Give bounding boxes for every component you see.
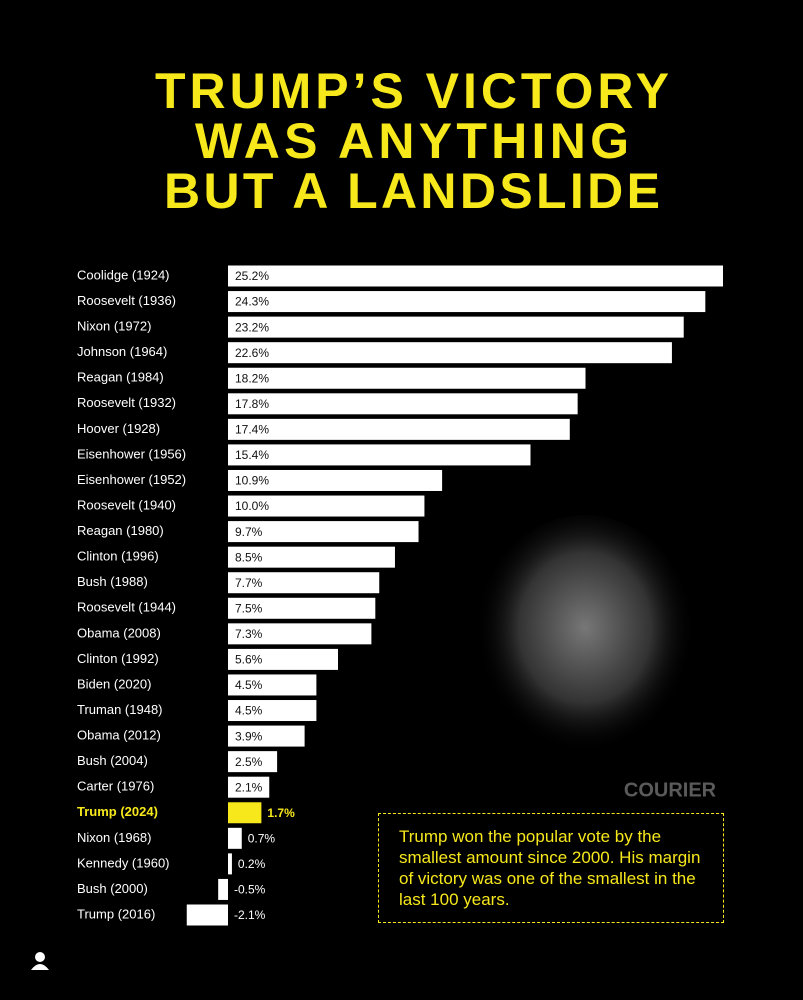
bar [228,521,419,543]
bar [186,904,228,926]
category-label: Trump (2024) [77,804,158,819]
bar [228,623,372,645]
value-label: 0.2% [238,857,266,871]
bar [228,802,262,824]
value-label: -0.5% [234,883,266,897]
bar [228,546,395,568]
category-label: Reagan (1984) [77,370,164,385]
value-label: 2.1% [235,780,263,794]
bar [228,648,338,670]
bar [228,393,578,415]
value-label: -2.1% [234,908,266,922]
category-label: Eisenhower (1956) [77,446,186,461]
category-label: Trump (2016) [77,906,155,921]
category-label: Biden (2020) [77,676,151,691]
title-line: WAS ANYTHING [195,113,627,169]
value-label: 25.2% [235,269,269,283]
brand: COURIER [624,779,717,801]
user-icon[interactable] [31,952,49,970]
category-label: Kennedy (1960) [77,855,170,870]
bar [228,572,380,594]
category-label: Roosevelt (1944) [77,600,176,615]
value-label: 22.6% [235,346,269,360]
bar [228,444,531,466]
bar [228,725,305,747]
category-label: Clinton (1992) [77,651,159,666]
value-label: 17.8% [235,397,269,411]
value-label: 4.5% [235,704,263,718]
value-label: 10.0% [235,499,269,513]
value-label: 1.7% [267,806,295,820]
value-label: 10.9% [235,474,269,488]
title-line: BUT A LANDSLIDE [164,163,659,219]
value-label: 15.4% [235,448,269,462]
value-label: 17.4% [235,423,269,437]
category-label: Reagan (1980) [77,523,164,538]
bar [218,878,228,900]
value-label: 2.5% [235,755,263,769]
value-label: 8.5% [235,550,263,564]
category-label: Obama (2012) [77,728,161,743]
category-label: Obama (2008) [77,625,161,640]
annotation: Trump won the popular vote by the smalle… [378,813,724,923]
category-label: Roosevelt (1932) [77,395,176,410]
category-label: Carter (1976) [77,779,154,794]
value-label: 7.7% [235,576,263,590]
bar [228,495,425,517]
title-line: TRUMP’S VICTORY [155,63,669,119]
value-label: 7.3% [235,627,263,641]
bar [228,316,684,338]
value-label: 4.5% [235,678,263,692]
category-label: Johnson (1964) [77,344,167,359]
category-label: Bush (2000) [77,881,148,896]
bar [228,291,706,313]
value-label: 24.3% [235,295,269,309]
value-label: 9.7% [235,525,263,539]
bar [228,853,232,875]
bar [228,418,570,440]
bar [228,674,317,696]
value-label: 7.5% [235,601,263,615]
category-label: Bush (1988) [77,574,148,589]
category-label: Coolidge (1924) [77,267,170,282]
category-label: Hoover (1928) [77,421,160,436]
bar [228,469,443,491]
bar [228,597,376,619]
category-label: Roosevelt (1940) [77,497,176,512]
bar [228,776,270,798]
category-label: Nixon (1972) [77,319,151,334]
value-label: 18.2% [235,371,269,385]
category-label: Bush (2004) [77,753,148,768]
bar [228,342,672,364]
bar [228,700,317,722]
category-label: Nixon (1968) [77,830,151,845]
category-label: Truman (1948) [77,702,163,717]
value-label: 0.7% [248,831,276,845]
category-label: Eisenhower (1952) [77,472,186,487]
bar [228,367,586,389]
value-label: 23.2% [235,320,269,334]
category-label: Roosevelt (1936) [77,293,176,308]
bar [228,751,278,773]
value-label: 5.6% [235,653,263,667]
bar [228,827,242,849]
bar [228,265,723,287]
photo [475,515,695,765]
category-label: Clinton (1996) [77,549,159,564]
value-label: 3.9% [235,729,263,743]
